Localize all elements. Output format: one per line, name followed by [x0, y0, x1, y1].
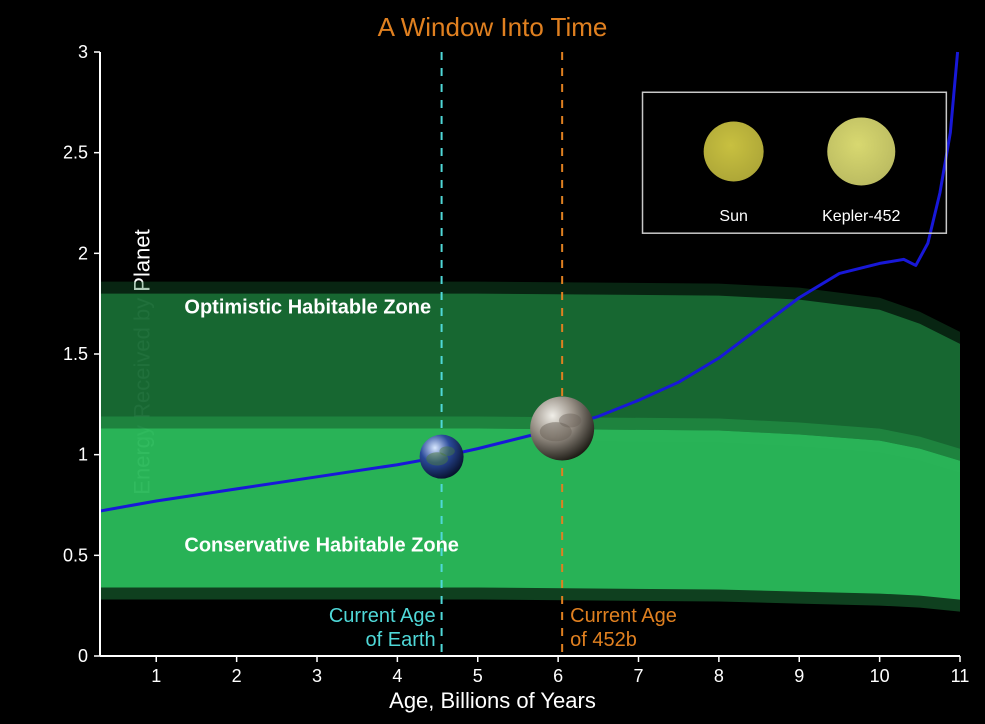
- x-tick-label: 11: [951, 666, 970, 686]
- planet-kepler-452b: [530, 396, 594, 460]
- legend-label: Sun: [719, 208, 747, 225]
- vline-label-1-0: Current Age: [570, 605, 677, 627]
- y-tick-label: 1.5: [63, 344, 88, 364]
- legend-box: [643, 92, 947, 233]
- legend-star-icon: [827, 117, 895, 185]
- chart-plot: 1 2 3 4 5 6 7 8 9 10 11 0 0.5 1 1.5 2 2.5 3 Optimistic Hab…: [0, 0, 985, 724]
- planet-earth: [420, 435, 464, 479]
- x-tick-label: 7: [633, 666, 643, 686]
- legend-star-icon: [704, 121, 764, 181]
- x-tick-label: 4: [392, 666, 402, 686]
- y-tick-label: 3: [78, 42, 88, 62]
- zone-label-1: Conservative Habitable Zone: [184, 534, 459, 556]
- y-tick-label: 1: [78, 445, 88, 465]
- y-tick-label: 2.5: [63, 143, 88, 163]
- x-tick-label: 10: [870, 666, 890, 686]
- x-tick-label: 9: [794, 666, 804, 686]
- x-tick-label: 3: [312, 666, 322, 686]
- vline-label-0-0: Current Age: [329, 605, 436, 627]
- legend-label: Kepler-452: [822, 208, 900, 225]
- y-tick-label: 0.5: [63, 545, 88, 565]
- x-tick-label: 5: [473, 666, 483, 686]
- zone-label-0: Optimistic Habitable Zone: [184, 297, 431, 319]
- vline-label-1-1: of 452b: [570, 629, 637, 651]
- x-tick-label: 2: [232, 666, 242, 686]
- vline-label-0-1: of Earth: [366, 629, 436, 651]
- habitable-zone-1: [100, 428, 960, 599]
- x-tick-label: 8: [714, 666, 724, 686]
- y-tick-label: 0: [78, 646, 88, 666]
- y-tick-label: 2: [78, 243, 88, 263]
- x-tick-label: 1: [151, 666, 161, 686]
- x-tick-label: 6: [553, 666, 563, 686]
